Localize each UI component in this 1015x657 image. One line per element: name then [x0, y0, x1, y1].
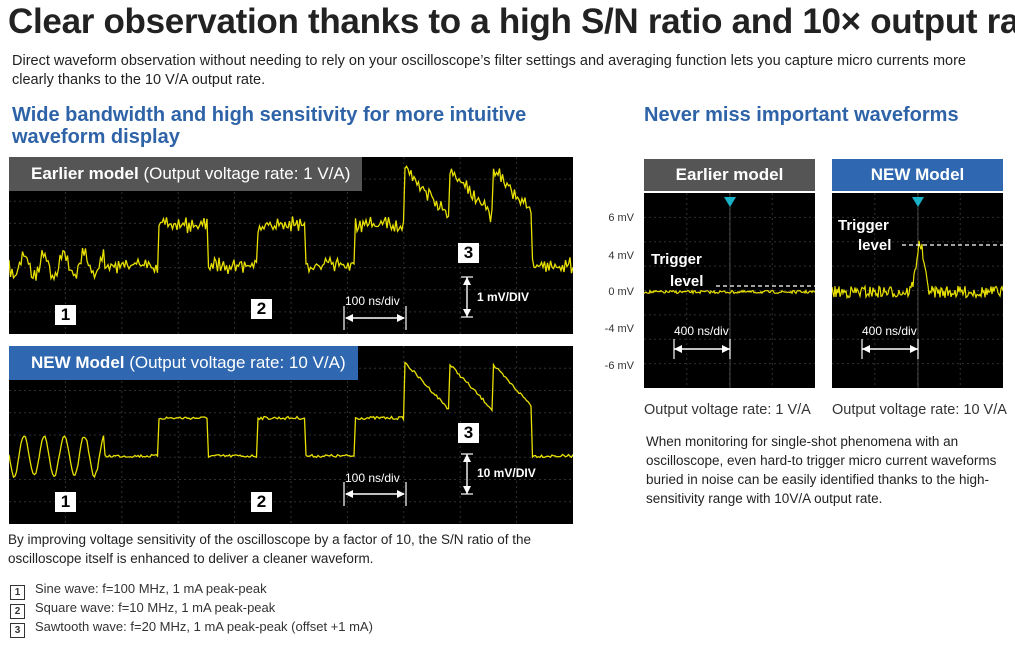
- earlier-label-bold: Earlier model: [31, 164, 139, 183]
- new-trace: [9, 361, 573, 479]
- earlier-trigger-waveform: Trigger level 400 ns/div: [644, 193, 815, 388]
- trigger-trace: [832, 240, 1003, 300]
- earlier-label-rest: (Output voltage rate: 1 V/A): [138, 164, 351, 183]
- new-label-bold: NEW Model: [31, 353, 125, 372]
- marker-3: 3: [458, 243, 479, 263]
- earlier-volt-scale: 1 mV/DIV: [477, 290, 530, 304]
- y-axis-label: -6 mV: [604, 360, 634, 372]
- new-model-tab: NEW Model: [832, 159, 1003, 191]
- new-trigger-label-2: level: [858, 237, 892, 254]
- new-trigger-svg: [832, 193, 1003, 388]
- new-time-scale: 100 ns/div: [345, 471, 400, 485]
- earlier-trigger-label: Trigger: [651, 251, 702, 268]
- earlier-time-scale: 100 ns/div: [345, 294, 400, 308]
- right-section-heading: Never miss important waveforms: [644, 104, 959, 126]
- right-caption: When monitoring for single-shot phenomen…: [646, 434, 997, 506]
- new-waveform-svg: [9, 346, 573, 524]
- new-label-rest: (Output voltage rate: 10 V/A): [124, 353, 346, 372]
- page-title: Clear observation thanks to a high S/N r…: [8, 2, 1015, 41]
- earlier-trigger-label-2: level: [670, 273, 704, 290]
- legend-number: 1: [10, 585, 25, 600]
- legend-text: Square wave: f=10 MHz, 1 mA peak-peak: [35, 600, 276, 615]
- new-output-rate: Output voltage rate: 10 V/A: [832, 402, 1007, 418]
- trigger-marker-icon: [724, 197, 736, 207]
- new-model-waveform: NEW Model (Output voltage rate: 10 V/A) …: [9, 346, 573, 524]
- earlier-output-rate: Output voltage rate: 1 V/A: [644, 402, 811, 418]
- marker-1: 1: [55, 492, 76, 512]
- earlier-trace: [9, 165, 573, 282]
- legend-text: Sine wave: f=100 MHz, 1 mA peak-peak: [35, 581, 267, 596]
- legend-number: 3: [10, 623, 25, 638]
- earlier-waveform-svg: [9, 157, 573, 334]
- new-mini-time-scale: 400 ns/div: [862, 324, 917, 338]
- intro-text: Direct waveform observation without need…: [12, 53, 966, 88]
- legend-text: Sawtooth wave: f=20 MHz, 1 mA peak-peak …: [35, 619, 373, 634]
- y-axis-label: 6 mV: [608, 212, 634, 224]
- left-caption: By improving voltage sensitivity of the …: [8, 532, 532, 566]
- legend-item-3: 3 Sawtooth wave: f=20 MHz, 1 mA peak-peak…: [10, 619, 373, 638]
- legend-item-1: 1 Sine wave: f=100 MHz, 1 mA peak-peak: [10, 581, 267, 600]
- earlier-model-label: Earlier model (Output voltage rate: 1 V/…: [9, 157, 363, 191]
- arrow-head: [463, 277, 471, 317]
- trigger-marker-icon: [912, 197, 924, 207]
- marker-1: 1: [55, 305, 76, 325]
- new-volt-scale: 10 mV/DIV: [477, 466, 536, 480]
- marker-2: 2: [251, 299, 272, 319]
- y-axis-label: 4 mV: [608, 250, 634, 262]
- legend-item-2: 2 Square wave: f=10 MHz, 1 mA peak-peak: [10, 600, 275, 619]
- left-section-heading: Wide bandwidth and high sensitivity for …: [12, 104, 527, 148]
- legend-number: 2: [10, 604, 25, 619]
- marker-3: 3: [458, 423, 479, 443]
- marker-2: 2: [251, 492, 272, 512]
- earlier-model-tab: Earlier model: [644, 159, 815, 191]
- earlier-mini-time-scale: 400 ns/div: [674, 324, 729, 338]
- arrow-head: [463, 454, 471, 494]
- earlier-trigger-svg: [644, 193, 815, 388]
- earlier-model-waveform: Earlier model (Output voltage rate: 1 V/…: [9, 157, 573, 334]
- new-model-label: NEW Model (Output voltage rate: 10 V/A): [9, 346, 358, 380]
- new-trigger-label: Trigger: [838, 217, 889, 234]
- y-axis-label: 0 mV: [608, 286, 634, 298]
- trigger-trace: [644, 289, 815, 295]
- y-axis-label: -4 mV: [604, 323, 634, 335]
- new-trigger-waveform: Trigger level 400 ns/div: [832, 193, 1003, 388]
